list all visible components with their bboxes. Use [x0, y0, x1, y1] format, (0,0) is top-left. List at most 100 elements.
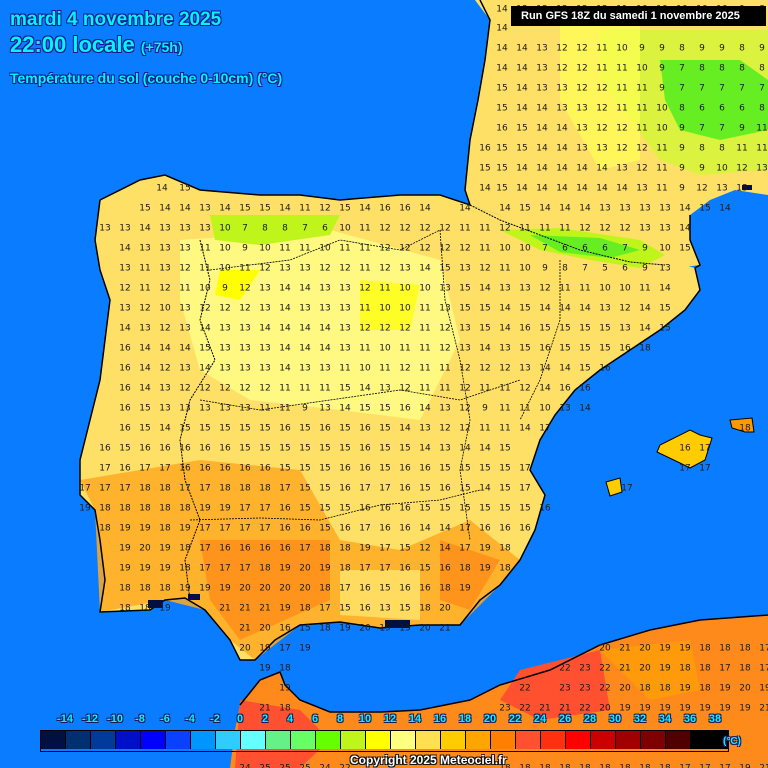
- grid-value: 13: [636, 183, 648, 194]
- grid-value: 14: [576, 183, 588, 194]
- grid-value: 16: [519, 323, 531, 334]
- grid-value: 12: [239, 303, 251, 314]
- grid-value: 13: [439, 443, 451, 454]
- grid-value: 12: [636, 143, 648, 154]
- grid-value: 14: [156, 183, 168, 194]
- grid-value: 14: [536, 183, 548, 194]
- grid-value: 18: [119, 503, 131, 514]
- grid-value: 15: [439, 463, 451, 474]
- grid-value: 9: [482, 403, 488, 414]
- grid-value: 12: [199, 383, 211, 394]
- grid-value: 18: [319, 583, 331, 594]
- grid-value: 11: [656, 143, 668, 154]
- grid-value: 11: [319, 383, 331, 394]
- grid-value: 16: [619, 343, 631, 354]
- grid-value: 13: [536, 43, 548, 54]
- legend-tick: 30: [608, 713, 622, 725]
- grid-value: 15: [499, 483, 511, 494]
- grid-value: 11: [359, 303, 371, 314]
- grid-value: 14: [616, 183, 628, 194]
- grid-value: 10: [219, 263, 231, 274]
- grid-value: 14: [496, 63, 508, 74]
- grid-value: 16: [399, 203, 411, 214]
- grid-value: 13: [639, 203, 651, 214]
- grid-value: 10: [159, 303, 171, 314]
- grid-value: 16: [559, 383, 571, 394]
- forecast-date: mardi 4 novembre 2025: [10, 9, 222, 30]
- grid-value: 15: [119, 443, 131, 454]
- grid-value: 18: [639, 683, 651, 694]
- grid-value: 8: [719, 143, 725, 154]
- grid-value: 6: [602, 243, 608, 254]
- grid-value: 8: [739, 43, 745, 54]
- grid-value: 21: [219, 603, 231, 614]
- grid-value: 13: [239, 343, 251, 354]
- grid-value: 12: [576, 63, 588, 74]
- grid-value: 11: [419, 363, 431, 374]
- legend-swatch: [541, 731, 566, 749]
- grid-value: 13: [339, 303, 351, 314]
- grid-value: 16: [279, 423, 291, 434]
- grid-value: 19: [179, 523, 191, 534]
- grid-value: 11: [756, 143, 768, 154]
- grid-value: 16: [299, 523, 311, 534]
- grid-value: 12: [636, 163, 648, 174]
- grid-value: 11: [639, 283, 651, 294]
- legend-swatch: [616, 731, 641, 749]
- grid-value: 16: [399, 563, 411, 574]
- grid-value: 11: [559, 283, 571, 294]
- grid-value: 11: [756, 123, 768, 134]
- grid-value: 21: [239, 603, 251, 614]
- grid-value: 15: [279, 443, 291, 454]
- grid-value: 16: [679, 443, 691, 454]
- forecast-time: 22:00 locale (+75h): [10, 32, 183, 58]
- legend-swatch: [216, 731, 241, 749]
- grid-value: 11: [299, 243, 311, 254]
- grid-value: 15: [259, 423, 271, 434]
- copyright: Copyright 2025 Meteociel.fr: [350, 753, 507, 767]
- grid-value: 19: [739, 703, 751, 714]
- grid-value: 12: [379, 323, 391, 334]
- grid-value: 15: [359, 403, 371, 414]
- grid-value: 9: [679, 183, 685, 194]
- grid-value: 9: [542, 263, 548, 274]
- grid-value: 16: [379, 203, 391, 214]
- grid-value: 15: [496, 183, 508, 194]
- grid-value: 10: [359, 363, 371, 374]
- grid-value: 15: [499, 443, 511, 454]
- grid-value: 15: [579, 343, 591, 354]
- grid-value: 13: [219, 343, 231, 354]
- grid-value: 11: [299, 383, 311, 394]
- grid-value: 18: [159, 583, 171, 594]
- grid-value: 17: [199, 483, 211, 494]
- grid-value: 7: [622, 243, 628, 254]
- grid-value: 12: [399, 243, 411, 254]
- grid-value: 11: [359, 343, 371, 354]
- grid-value: 11: [499, 383, 511, 394]
- grid-value: 15: [139, 423, 151, 434]
- grid-value: 15: [339, 503, 351, 514]
- grid-value: 17: [259, 523, 271, 534]
- grid-value: 14: [199, 363, 211, 374]
- grid-value: 18: [519, 764, 530, 768]
- grid-value: 9: [659, 83, 665, 94]
- grid-value: 17: [359, 483, 371, 494]
- grid-value: 13: [179, 323, 191, 334]
- grid-value: 23: [559, 683, 571, 694]
- grid-value: 16: [119, 383, 131, 394]
- grid-value: 19: [159, 543, 171, 554]
- grid-value: 13: [159, 263, 171, 274]
- grid-value: 17: [379, 563, 391, 574]
- grid-value: 12: [379, 223, 391, 234]
- grid-value: 19: [319, 563, 331, 574]
- grid-value: 19: [259, 663, 271, 674]
- grid-value: 17: [679, 463, 691, 474]
- grid-value: 19: [679, 643, 691, 654]
- grid-value: 13: [219, 403, 231, 414]
- grid-value: 13: [339, 323, 351, 334]
- legend-swatch: [291, 731, 316, 749]
- grid-value: 14: [179, 203, 191, 214]
- legend-tick: 8: [336, 713, 344, 725]
- grid-value: 18: [599, 764, 610, 768]
- grid-value: 14: [496, 23, 508, 34]
